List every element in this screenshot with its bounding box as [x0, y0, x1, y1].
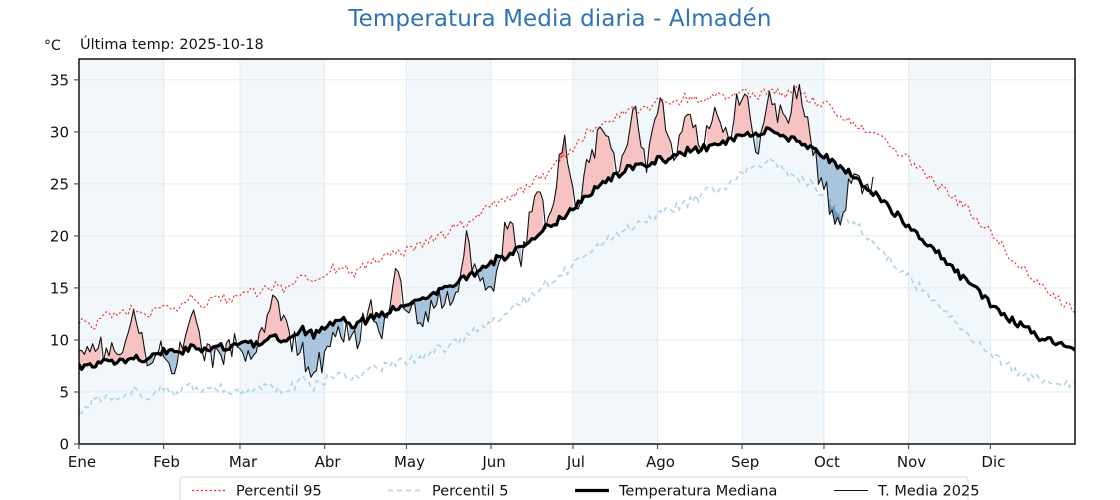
x-tick-label: Sep	[731, 453, 759, 471]
fill-below-median	[403, 281, 459, 327]
last-temp-annotation: Última temp: 2025-10-18	[80, 37, 264, 53]
y-tick-label: 35	[50, 71, 69, 89]
x-tick-label: Abr	[315, 453, 342, 471]
fill-below-median	[212, 343, 224, 368]
fill-below-median	[813, 147, 852, 226]
fill-below-median	[755, 132, 759, 155]
data-lines	[79, 84, 1075, 415]
y-tick-label: 15	[50, 279, 69, 297]
month-band	[908, 59, 991, 444]
x-tick-label: Mar	[229, 453, 258, 471]
fill-above-p95	[559, 135, 565, 162]
month-band	[406, 59, 492, 444]
month-band	[239, 59, 325, 444]
plot-frame	[78, 58, 1076, 445]
page-title: Temperatura Media diaria - Almadén	[348, 6, 772, 32]
fill-below-p5	[829, 196, 841, 226]
fill-below-median	[477, 255, 500, 292]
y-tick-label: 5	[59, 383, 69, 401]
y-tick-label: 10	[50, 331, 69, 349]
legend-label-1: Percentil 95	[236, 484, 322, 500]
x-tick-label: May	[394, 453, 425, 471]
x-tick-label: Nov	[897, 453, 926, 471]
y-tick-label: 20	[50, 227, 69, 245]
fill-above-median	[679, 114, 702, 156]
legend-label-3: Temperatura Mediana	[618, 484, 777, 500]
fill-above-median	[523, 191, 543, 247]
x-tick-label: Dic	[981, 453, 1005, 471]
fill-above-median	[581, 127, 614, 203]
y-tick-label: 0	[59, 436, 69, 454]
legend-label-2: Percentil 5	[432, 484, 508, 500]
fill-above-median	[259, 295, 290, 346]
month-band	[79, 59, 164, 444]
fill-below-median	[147, 353, 159, 366]
axes: 0 5 10 15 20 25 30 35 Ene Feb Mar Abr May Jun Jul Ago Se…	[50, 58, 1076, 471]
x-tick-label: Ene	[68, 453, 96, 471]
x-tick-label: Jul	[566, 453, 585, 471]
fill-above-median	[390, 268, 401, 313]
fill-above-median	[179, 309, 202, 355]
fill-above-median	[226, 339, 230, 350]
series-line-percentil-5	[79, 156, 1075, 415]
fill-above-median	[501, 221, 516, 261]
y-tick-label: 25	[50, 175, 69, 193]
legend-box	[179, 476, 969, 500]
x-tick-label: Ago	[646, 453, 675, 471]
x-tick-label: Oct	[814, 453, 840, 471]
series-line-temperatura-mediana	[79, 126, 1075, 372]
plot-background	[79, 59, 1075, 444]
legend-label-4: T. Media 2025	[877, 484, 979, 500]
y-axis-unit-label: °C	[44, 38, 61, 54]
fill-above-median	[761, 84, 811, 149]
y-tick-label: 30	[50, 123, 69, 141]
fill-above-median	[649, 97, 672, 166]
series-line-t-media-2025	[79, 84, 874, 378]
series-line-percentil-95	[79, 85, 1075, 331]
fill-above-median	[79, 337, 101, 370]
x-tick-label: Feb	[153, 453, 180, 471]
month-band	[572, 59, 658, 444]
fill-above-median	[106, 309, 145, 365]
x-tick-label: Jun	[481, 453, 505, 471]
chart-legend: Percentil 95 Percentil 5 Temperatura Media…	[179, 476, 979, 500]
